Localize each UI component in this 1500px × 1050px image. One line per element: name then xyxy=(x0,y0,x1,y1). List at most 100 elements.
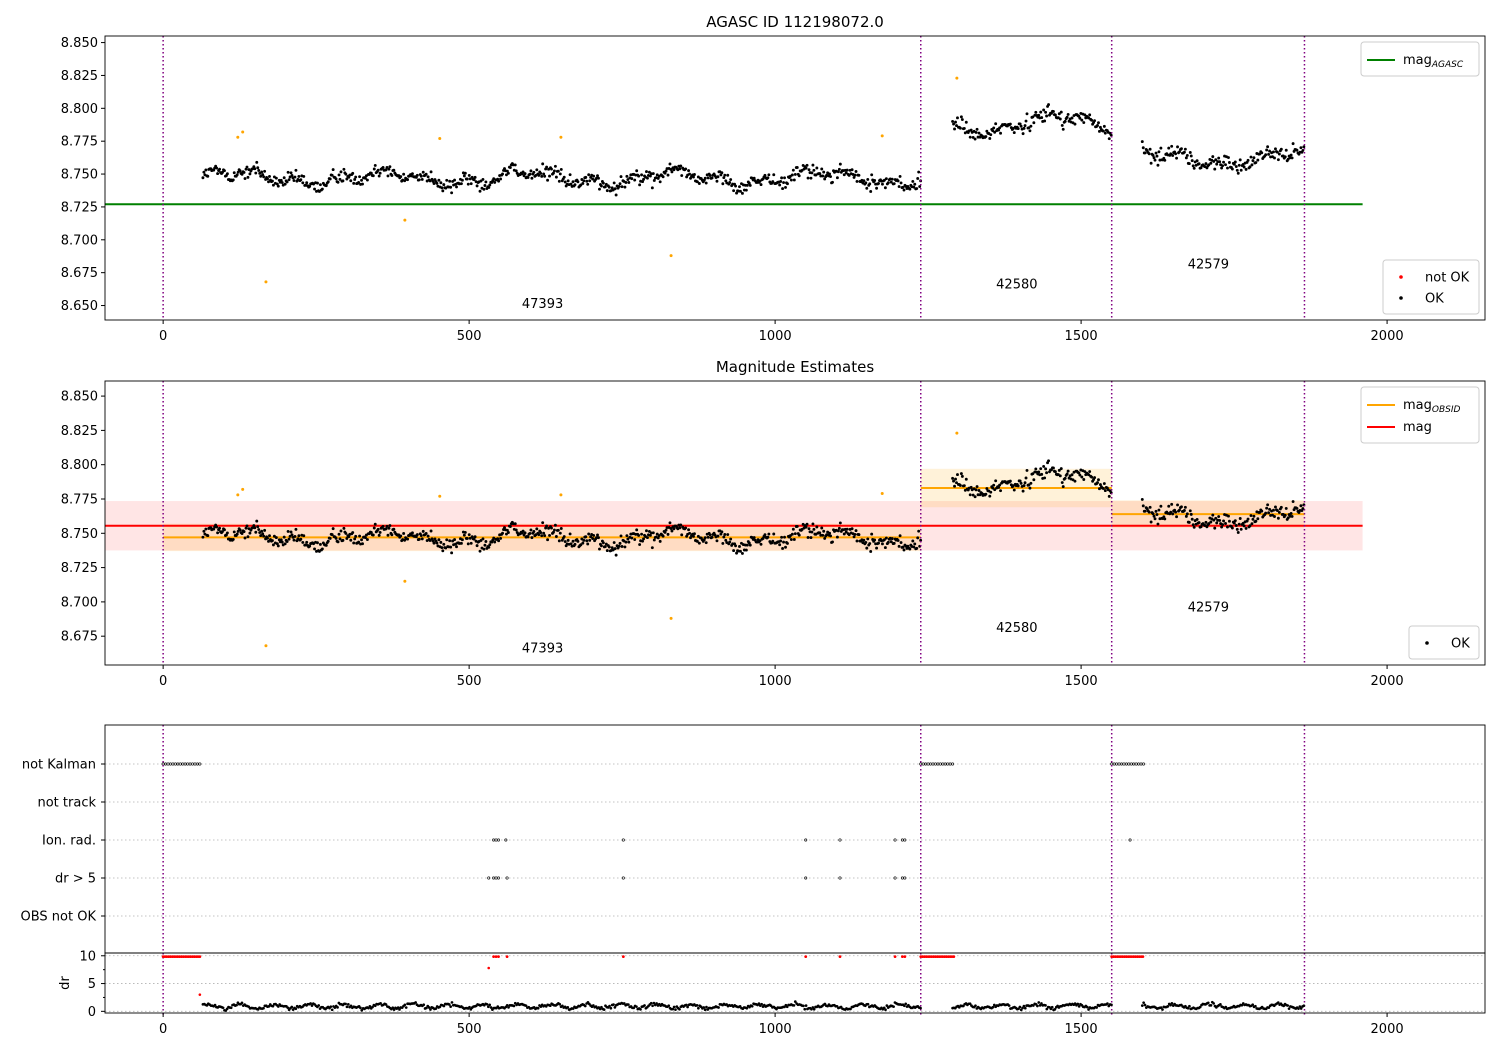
ok-point xyxy=(267,180,270,184)
ok-point xyxy=(738,185,741,189)
ok-point xyxy=(958,484,962,487)
ok-point xyxy=(557,179,561,183)
ok-point xyxy=(1070,116,1074,120)
ok-point xyxy=(1267,511,1271,515)
flagged-point xyxy=(403,579,407,583)
ok-point xyxy=(1289,511,1293,515)
dr-point xyxy=(371,1005,374,1009)
plot-area xyxy=(105,381,1363,665)
dr-high-point xyxy=(505,955,509,959)
ok-point xyxy=(973,495,977,499)
ok-point xyxy=(624,181,628,184)
ok-point xyxy=(244,526,248,530)
ok-point xyxy=(652,538,656,542)
ok-point xyxy=(1195,517,1199,521)
ok-point xyxy=(735,551,739,555)
ok-point xyxy=(513,163,517,167)
axes-frame xyxy=(104,380,1486,666)
ok-point xyxy=(591,537,595,540)
ok-point xyxy=(1239,527,1243,531)
ok-point xyxy=(1037,470,1041,474)
ok-point xyxy=(369,531,373,534)
ok-point xyxy=(837,526,841,530)
ok-point xyxy=(376,527,380,531)
dr-point xyxy=(240,1001,244,1005)
ok-point xyxy=(617,544,621,548)
ok-point xyxy=(782,181,786,184)
ok-point xyxy=(767,532,771,536)
ok-point xyxy=(263,169,267,173)
ok-point xyxy=(336,180,340,184)
y-tick-label: 8.725 xyxy=(61,200,98,215)
ok-point xyxy=(1090,118,1094,122)
ok-point xyxy=(275,542,279,546)
x-tick-label: 2000 xyxy=(1371,674,1404,689)
ok-point xyxy=(703,536,707,540)
ok-point xyxy=(360,178,363,182)
ok-point xyxy=(911,179,915,183)
ok-point xyxy=(218,167,222,171)
ok-point xyxy=(975,127,979,131)
ok-point xyxy=(573,542,577,546)
legend-label: magOBSID xyxy=(1403,398,1461,415)
ok-point xyxy=(1191,523,1195,527)
dr-point xyxy=(632,1006,636,1010)
ok-point xyxy=(1244,526,1248,530)
ok-point xyxy=(301,540,305,544)
ok-point xyxy=(586,542,590,546)
ok-point xyxy=(726,173,730,177)
ok-point xyxy=(810,530,814,534)
ok-point xyxy=(1289,153,1293,157)
ok-point xyxy=(1082,478,1086,481)
ok-point xyxy=(1073,122,1077,126)
dr-high-point xyxy=(198,993,202,996)
ok-point xyxy=(1217,515,1221,519)
y-tick-label: 8.700 xyxy=(61,595,98,610)
ok-point xyxy=(1238,517,1242,520)
ok-point xyxy=(316,181,319,185)
ok-point xyxy=(463,530,467,534)
ok-point xyxy=(449,185,453,189)
ok-point xyxy=(892,541,896,545)
ok-point xyxy=(748,543,752,547)
flag-point xyxy=(838,876,842,880)
ok-point xyxy=(678,526,682,530)
ok-point xyxy=(1277,510,1281,514)
ok-point xyxy=(453,538,457,542)
ok-point xyxy=(256,166,260,170)
ok-point xyxy=(960,474,964,478)
ok-point xyxy=(293,175,297,179)
ok-point xyxy=(952,479,956,483)
ok-point xyxy=(231,537,235,541)
chart-4-dr: 0 5 10 dr 0 500 1000 1500 2000 xyxy=(58,949,1486,1037)
ok-point xyxy=(902,548,906,552)
ok-point xyxy=(339,529,343,533)
ok-point xyxy=(1185,153,1189,157)
ok-point xyxy=(1032,478,1036,482)
dr-point xyxy=(643,1004,646,1007)
ok-point xyxy=(992,126,996,130)
ok-point xyxy=(968,493,972,497)
ok-point xyxy=(1098,487,1101,491)
ok-point xyxy=(883,186,887,190)
ok-point xyxy=(648,533,652,537)
ok-point xyxy=(828,531,832,535)
ok-point xyxy=(1237,163,1241,167)
ok-point xyxy=(223,169,226,173)
ok-point xyxy=(663,530,667,534)
ok-point xyxy=(708,533,712,537)
ok-point xyxy=(421,529,425,533)
ok-point xyxy=(545,165,549,169)
ok-point xyxy=(582,179,586,183)
ok-point xyxy=(1170,502,1174,506)
ok-point xyxy=(1021,489,1025,493)
ok-point xyxy=(1251,517,1255,521)
ok-point xyxy=(342,526,346,530)
y-tick-label: 8.800 xyxy=(61,458,98,473)
ok-point xyxy=(1256,158,1260,162)
ok-point xyxy=(513,522,517,526)
ok-point xyxy=(780,176,784,180)
dr-point xyxy=(384,1003,388,1006)
dr-point xyxy=(290,1005,294,1009)
